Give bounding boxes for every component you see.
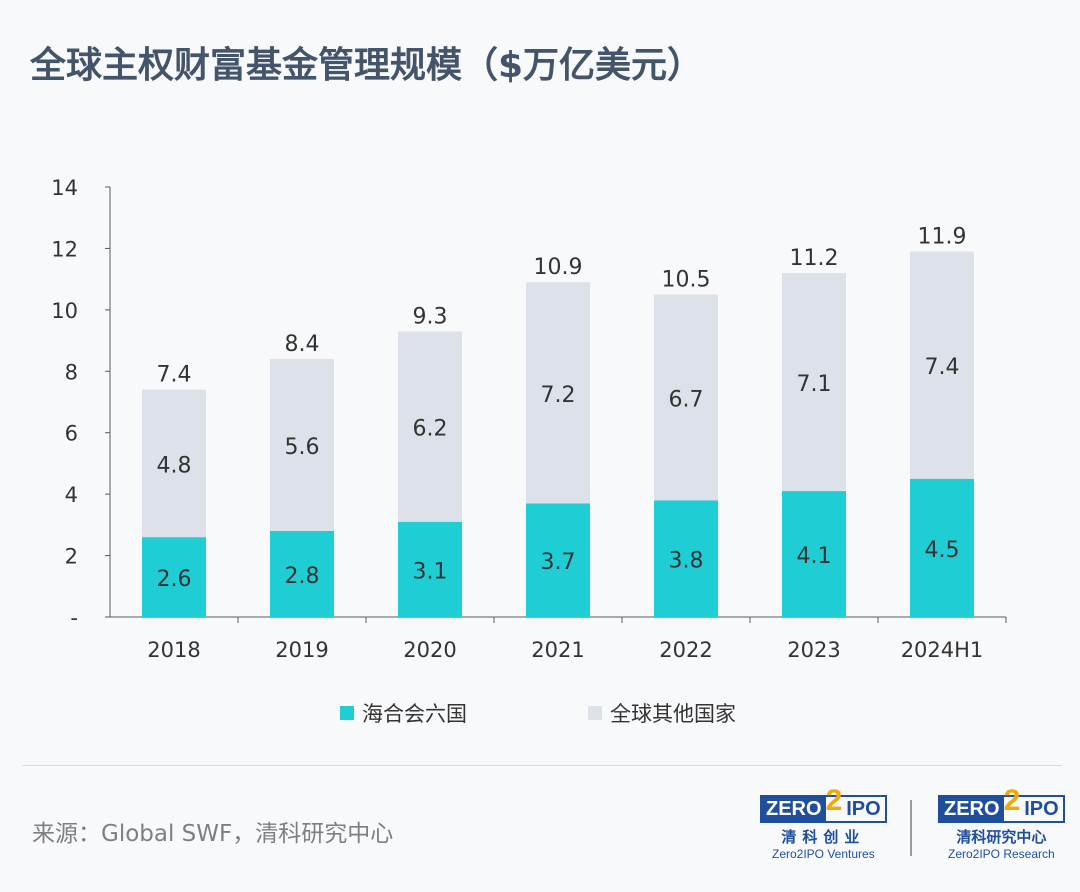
chart-title: 全球主权财富基金管理规模（$万亿美元）: [30, 45, 704, 86]
bar-gcc: [526, 503, 590, 617]
data-label-other: 7.2: [541, 383, 576, 408]
x-tick-label: 2018: [147, 638, 200, 662]
logo-separator: [910, 800, 912, 856]
bar-other: [654, 294, 718, 501]
x-tick-label: 2020: [403, 638, 456, 662]
divider: [22, 765, 1062, 766]
stacked-bar-chart: - 2 4 6 8 10 12 14 2.6 4.8 7.4 2018 2.8 5.6 8.4 2019 3.1…: [51, 176, 1007, 662]
data-label-total: 11.9: [918, 225, 967, 250]
source-note: 来源：Global SWF，清科研究中心: [32, 821, 394, 847]
data-label-other: 4.8: [157, 453, 192, 478]
data-label-gcc: 2.8: [285, 564, 320, 589]
x-tick-label: 2022: [659, 638, 712, 662]
data-label-total: 10.5: [662, 268, 711, 293]
data-label-total: 9.3: [413, 304, 448, 329]
bar-other: [910, 251, 974, 479]
legend-label-other: 全球其他国家: [610, 702, 736, 726]
x-tick-label: 2021: [531, 638, 584, 662]
bar-other: [270, 359, 334, 531]
bar-gcc: [142, 537, 206, 617]
legend-item-gcc: 海合会六国: [340, 698, 467, 728]
bar-gcc: [910, 478, 974, 617]
bar-gcc: [782, 491, 846, 617]
y-tick-label: 6: [65, 422, 78, 446]
y-tick-label: 14: [51, 176, 78, 200]
y-tick-label: 12: [51, 237, 78, 261]
data-label-gcc: 4.5: [925, 538, 960, 563]
data-label-other: 6.7: [669, 387, 704, 412]
legend-swatch-gcc: [340, 706, 354, 720]
data-label-total: 10.9: [534, 255, 583, 280]
y-tick-label: 2: [65, 545, 78, 569]
bar-other: [782, 273, 846, 492]
legend-swatch-other: [588, 706, 602, 720]
data-label-other: 7.1: [797, 372, 832, 397]
legend-item-other: 全球其他国家: [588, 698, 736, 728]
data-label-gcc: 3.8: [669, 549, 704, 574]
y-tick-label: 10: [51, 299, 78, 323]
zero2ipo-ventures-logo: ZERO 2 IPO 清科创业 Zero2IPO Ventures: [760, 786, 887, 861]
y-tick-label: 4: [65, 483, 78, 507]
data-label-total: 8.4: [285, 332, 320, 357]
x-tick-label: 2023: [787, 638, 840, 662]
bar-other: [142, 389, 206, 538]
data-label-gcc: 3.1: [413, 559, 448, 584]
data-label-gcc: 3.7: [541, 550, 576, 575]
bar-gcc: [398, 521, 462, 617]
x-tick-label: 2024H1: [901, 638, 984, 662]
y-tick-label: 8: [65, 360, 78, 384]
x-tick-label: 2019: [275, 638, 328, 662]
data-label-gcc: 2.6: [157, 567, 192, 592]
bar-gcc: [270, 531, 334, 617]
legend-label-gcc: 海合会六国: [362, 702, 467, 726]
data-label-gcc: 4.1: [797, 544, 832, 569]
bar-gcc: [654, 500, 718, 617]
data-label-other: 6.2: [413, 417, 448, 442]
y-tick-label: -: [70, 606, 78, 630]
zero2ipo-research-logo: ZERO 2 IPO 清科研究中心 Zero2IPO Research: [938, 786, 1065, 861]
data-label-total: 11.2: [790, 246, 839, 271]
bar-other: [526, 282, 590, 504]
data-label-other: 7.4: [925, 355, 960, 380]
bar-other: [398, 331, 462, 522]
data-label-other: 5.6: [285, 435, 320, 460]
data-label-total: 7.4: [157, 363, 192, 388]
